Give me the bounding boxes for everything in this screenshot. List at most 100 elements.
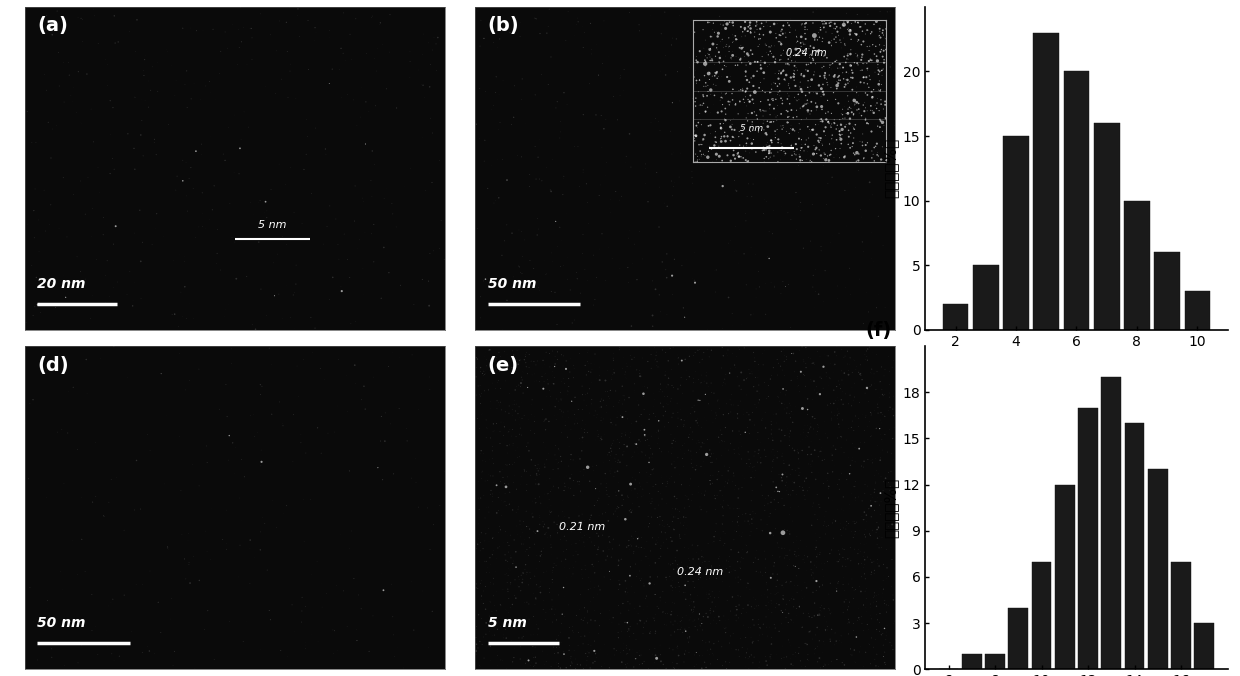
Point <box>717 554 737 565</box>
Point <box>180 578 200 589</box>
Point <box>702 345 722 356</box>
Point <box>856 573 875 584</box>
Point <box>601 417 621 428</box>
Point <box>534 567 554 578</box>
Point <box>563 341 583 352</box>
Point <box>854 507 874 518</box>
Point <box>697 416 717 427</box>
Point <box>572 532 591 543</box>
Point <box>745 356 765 367</box>
Point <box>692 370 712 381</box>
Point <box>578 635 598 646</box>
Point <box>61 90 81 101</box>
Point <box>599 544 619 555</box>
Point <box>181 162 201 173</box>
Point <box>753 414 773 425</box>
Point <box>673 484 693 495</box>
Point <box>131 130 151 141</box>
Point <box>484 356 503 366</box>
Point <box>123 300 143 311</box>
Point <box>626 439 646 450</box>
Point <box>20 398 40 409</box>
Point <box>420 81 440 92</box>
Point <box>606 554 626 565</box>
Point <box>836 541 856 552</box>
Point <box>810 605 830 616</box>
Point <box>794 356 813 367</box>
Point <box>702 387 722 398</box>
Point <box>583 559 603 570</box>
Point <box>713 350 733 361</box>
Point <box>804 282 823 293</box>
Point <box>688 481 708 492</box>
Point <box>874 481 894 491</box>
Point <box>534 519 554 530</box>
Point <box>735 516 755 527</box>
Point <box>634 426 653 437</box>
Point <box>833 354 853 364</box>
Point <box>836 87 856 97</box>
Point <box>279 585 299 596</box>
Point <box>331 43 351 54</box>
Point <box>883 404 903 414</box>
Point <box>815 121 835 132</box>
Point <box>578 606 598 617</box>
Point <box>534 299 554 310</box>
Point <box>703 470 723 481</box>
Point <box>848 367 868 378</box>
Point <box>665 524 684 535</box>
Point <box>467 643 487 654</box>
Point <box>574 274 594 285</box>
Point <box>494 497 513 508</box>
Point <box>729 390 749 401</box>
Point <box>475 385 495 396</box>
Point <box>667 641 687 652</box>
Point <box>667 493 687 504</box>
Point <box>609 584 629 595</box>
Point <box>543 642 563 652</box>
Point <box>470 398 490 409</box>
Point <box>816 473 836 483</box>
Point <box>27 299 47 310</box>
Point <box>126 14 146 25</box>
Point <box>691 348 711 359</box>
Point <box>839 352 859 362</box>
Point <box>539 587 559 598</box>
Point <box>866 660 885 671</box>
Point <box>743 637 763 648</box>
Point <box>476 213 496 224</box>
Point <box>496 481 516 492</box>
Point <box>556 554 575 564</box>
Point <box>776 354 796 365</box>
Point <box>849 397 869 408</box>
Point <box>620 561 640 572</box>
Point <box>506 593 526 604</box>
Point <box>856 602 875 612</box>
Point <box>800 454 820 464</box>
Point <box>805 629 825 640</box>
Point <box>242 319 262 330</box>
Point <box>683 350 703 361</box>
Point <box>47 427 67 437</box>
Point <box>497 483 517 494</box>
Point <box>884 391 904 402</box>
Point <box>639 440 658 451</box>
Point <box>477 423 497 434</box>
Point <box>501 655 521 666</box>
Point <box>662 459 682 470</box>
Point <box>613 390 632 401</box>
Point <box>681 458 701 468</box>
Point <box>680 501 699 512</box>
Point <box>756 622 776 633</box>
Point <box>553 495 573 506</box>
Point <box>534 489 554 500</box>
Point <box>611 626 631 637</box>
Point <box>508 408 528 419</box>
Point <box>693 611 713 622</box>
Point <box>474 276 494 287</box>
Point <box>505 385 525 395</box>
Point <box>651 28 671 39</box>
Point <box>334 7 353 18</box>
Point <box>729 651 749 662</box>
Point <box>627 492 647 503</box>
